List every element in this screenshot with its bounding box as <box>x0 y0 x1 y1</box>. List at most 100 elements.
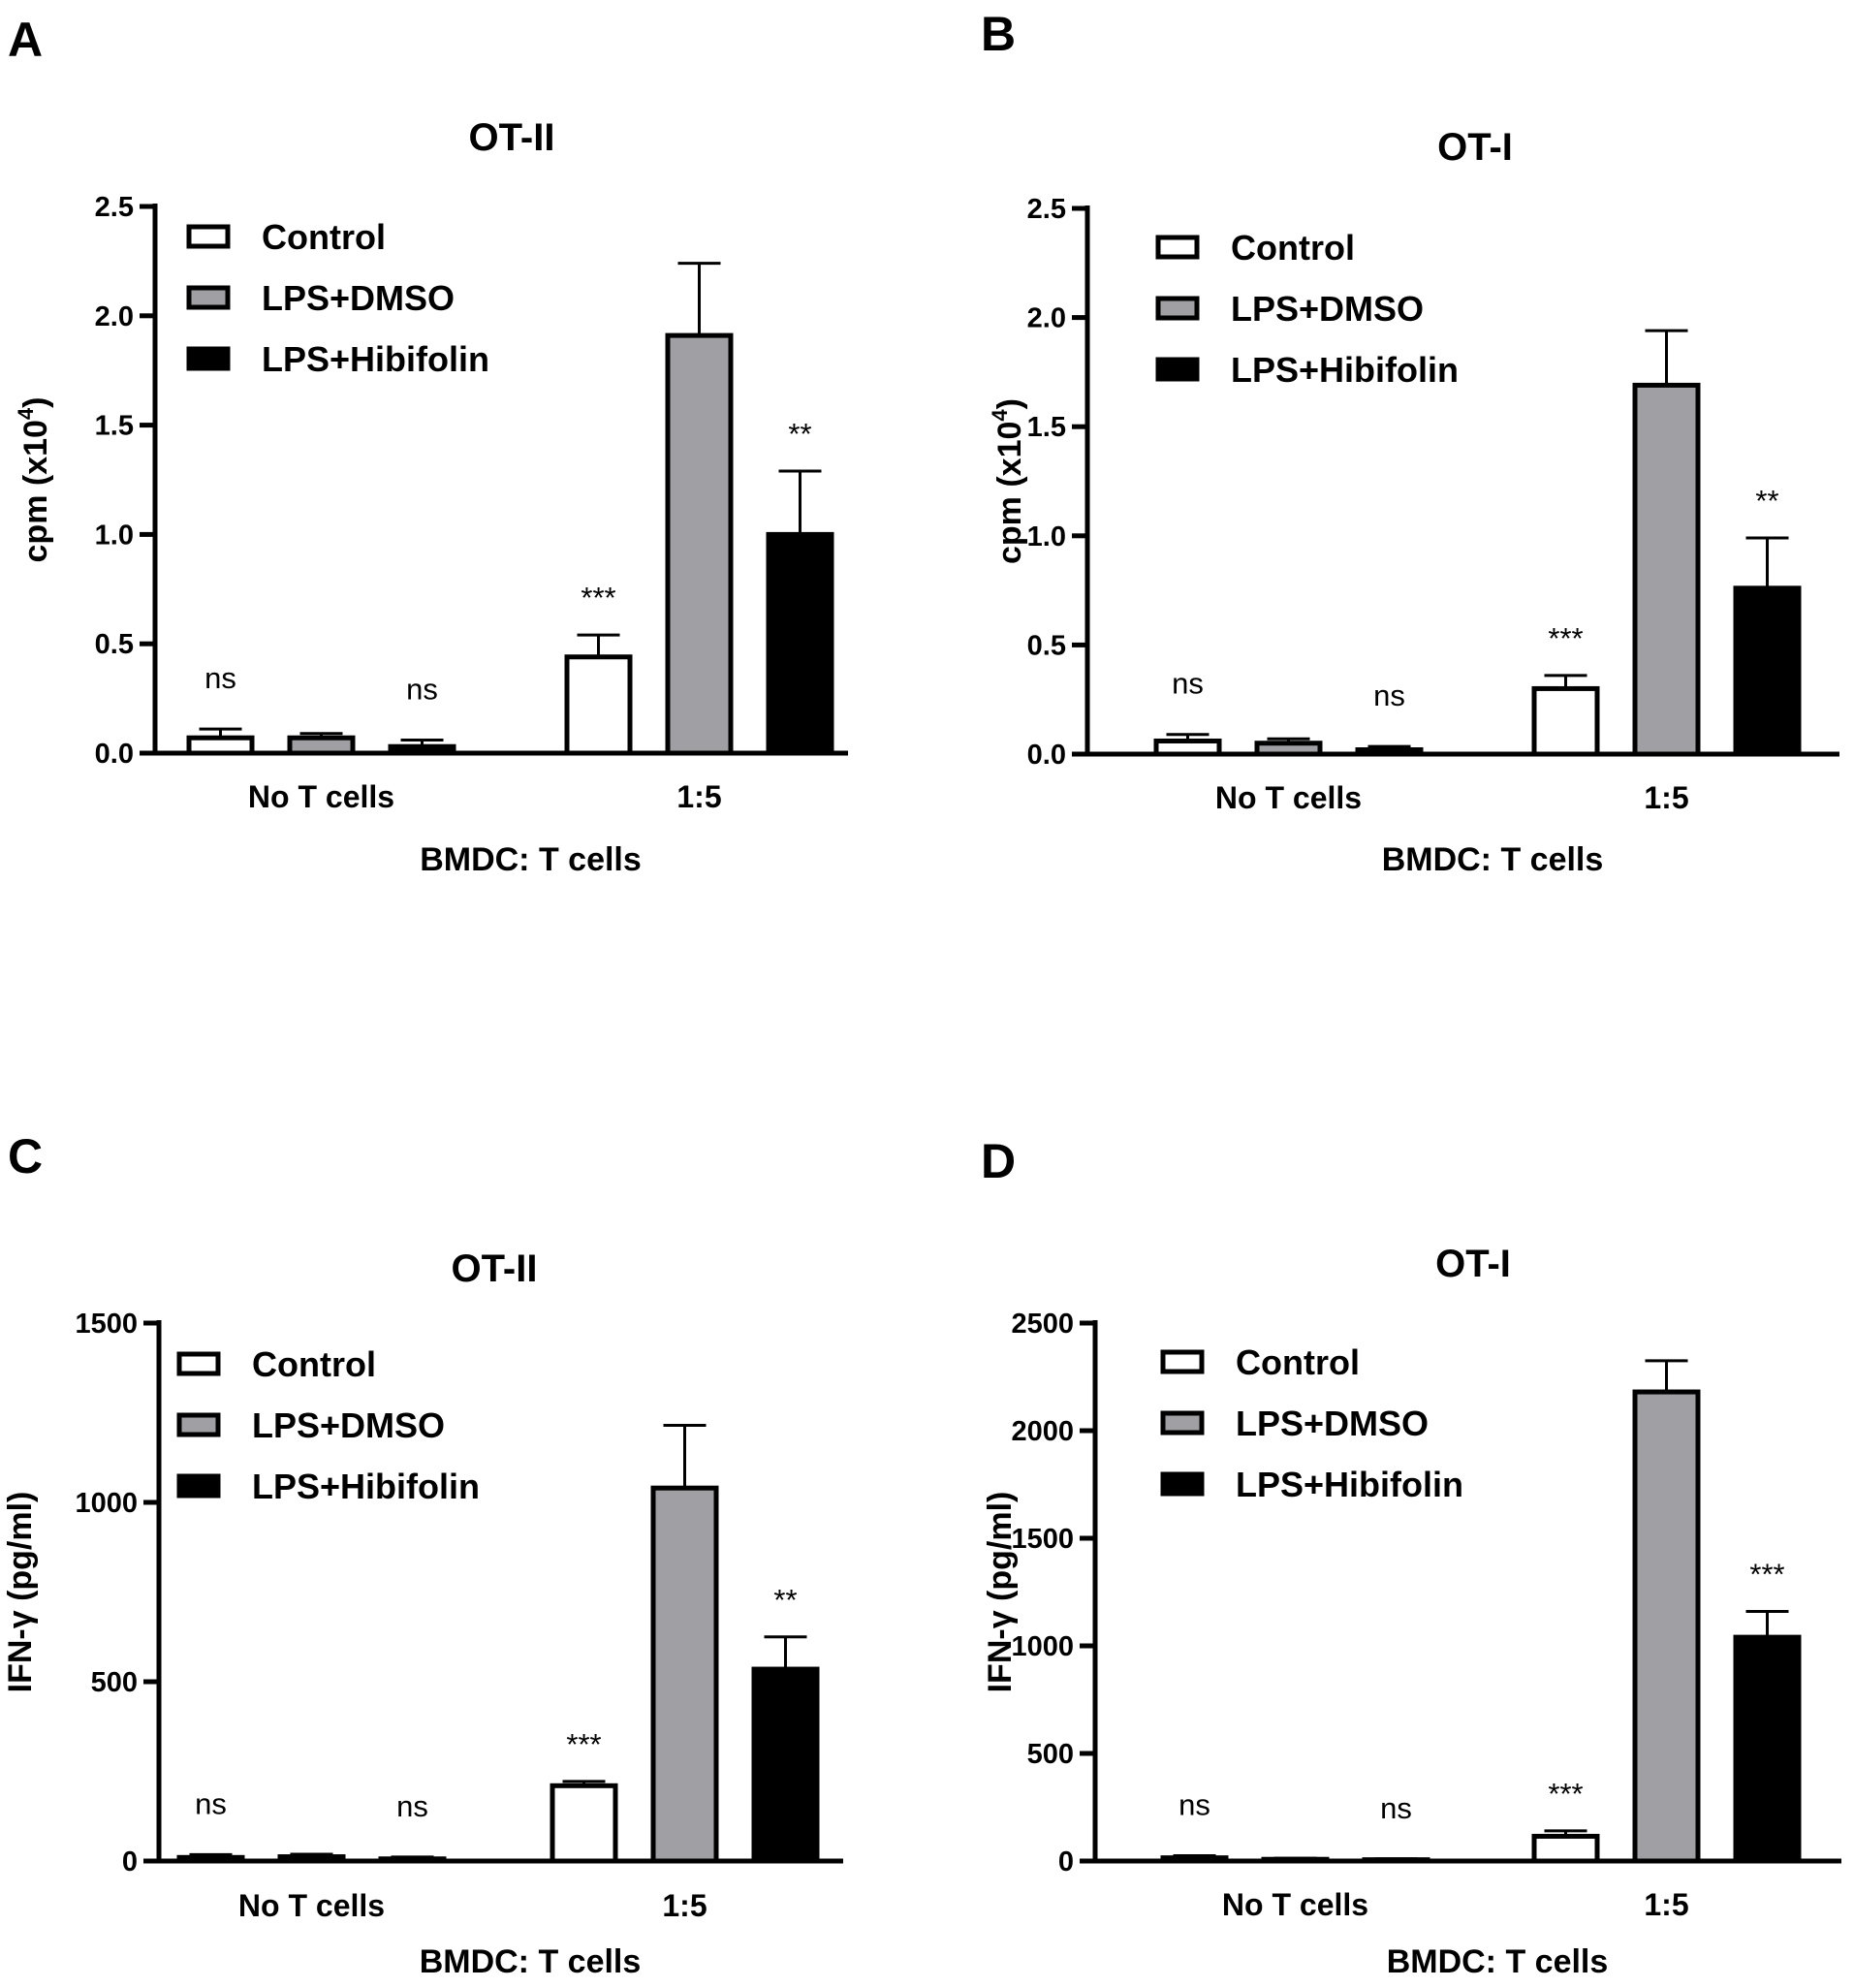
y-axis-label: cpm (x104) <box>988 398 1028 564</box>
legend-swatch <box>176 1412 221 1437</box>
category-label: 1:5 <box>1644 780 1688 815</box>
y-tick-label: 1500 <box>1011 1524 1074 1555</box>
y-tick-label: 0 <box>122 1846 138 1878</box>
bar-control <box>550 1783 618 1864</box>
y-tick-label: 2.5 <box>95 192 134 223</box>
y-tick-label: 500 <box>1027 1739 1074 1770</box>
category-label: 1:5 <box>676 779 721 814</box>
significance-ns: ns <box>1380 1791 1412 1825</box>
significance-ns: ns <box>396 1789 428 1823</box>
legend-swatch <box>1155 235 1200 260</box>
legend-swatch <box>1160 1471 1205 1497</box>
legend-swatch <box>176 1473 221 1499</box>
significance-stars: *** <box>581 581 615 615</box>
bar-lps-hibifolin <box>378 1856 447 1864</box>
bar-lps-hibifolin <box>388 743 456 756</box>
category-label: No T cells <box>248 779 394 814</box>
legend-swatch <box>1160 1349 1205 1374</box>
chart-panel-a: A OT-II 0.0 0.5 1.0 1.5 2.0 2.5 cpm (x104) BMDC: … <box>8 13 848 878</box>
y-tick-label: 0 <box>1058 1846 1074 1878</box>
bar-lps-hibifolin <box>1733 585 1802 757</box>
bar-control <box>564 654 633 756</box>
x-axis-label: BMDC: T cells <box>1387 1943 1609 1980</box>
bar-lps-dmso <box>665 332 734 756</box>
bar-control <box>1531 1833 1600 1864</box>
y-axis-label: cpm (x104) <box>14 397 54 563</box>
bar-control <box>1153 738 1222 757</box>
significance-stars: ** <box>773 1583 797 1617</box>
significance-ns: ns <box>204 661 236 695</box>
bar-control <box>186 735 255 756</box>
y-tick-label: 1.5 <box>95 411 134 442</box>
y-tick-label: 0.5 <box>95 629 134 660</box>
legend-label: LPS+Hibifolin <box>1231 350 1459 390</box>
bar-lps-dmso <box>650 1485 719 1864</box>
significance-stars: ** <box>788 417 811 451</box>
significance-stars: *** <box>566 1727 601 1761</box>
legend-label: LPS+DMSO <box>252 1405 445 1445</box>
panel-letter: C <box>8 1129 43 1183</box>
legend-label: Control <box>1231 228 1355 268</box>
category-label: No T cells <box>1222 1887 1368 1922</box>
legend-swatch <box>1155 296 1200 321</box>
legend-label: LPS+Hibifolin <box>262 339 489 379</box>
panel-letter: A <box>8 13 43 67</box>
bar-lps-dmso <box>1254 741 1323 757</box>
bar-lps-dmso <box>1632 1389 1701 1864</box>
chart-panel-d: D OT-I 0 500 1000 1500 2000 2500 IFN-γ (pg/ml) BM… <box>981 1134 1841 1980</box>
legend-swatch <box>176 1351 221 1376</box>
bar-lps-dmso <box>277 1854 346 1864</box>
significance-ns: ns <box>406 672 438 706</box>
y-tick-label: 1000 <box>75 1488 138 1519</box>
y-tick-label: 2000 <box>1011 1416 1074 1447</box>
chart-title: OT-I <box>1435 1243 1511 1285</box>
legend-label: LPS+Hibifolin <box>1236 1465 1463 1504</box>
chart-panel-b: B OT-I 0.0 0.5 1.0 1.5 2.0 2.5 cpm (x104) BMDC: T… <box>981 7 1839 878</box>
y-tick-label: 1.0 <box>1027 521 1066 552</box>
y-axis-label: IFN-γ (pg/ml) <box>982 1492 1019 1693</box>
legend-label: Control <box>252 1344 376 1384</box>
y-tick-label: 2.0 <box>95 301 134 332</box>
x-axis-label: BMDC: T cells <box>420 1943 642 1980</box>
y-tick-label: 1000 <box>1011 1631 1074 1662</box>
chart-title: OT-I <box>1437 126 1513 169</box>
x-axis-label: BMDC: T cells <box>1382 841 1604 878</box>
category-label: No T cells <box>238 1888 385 1923</box>
y-axis-label: IFN-γ (pg/ml) <box>2 1492 39 1693</box>
category-label: No T cells <box>1215 780 1362 815</box>
significance-ns: ns <box>1373 678 1405 712</box>
y-tick-label: 500 <box>91 1667 138 1698</box>
significance-stars: *** <box>1548 1777 1583 1811</box>
bar-lps-hibifolin <box>751 1666 820 1864</box>
chart-title: OT-II <box>469 116 555 159</box>
legend-swatch <box>186 346 231 371</box>
y-tick-label: 1500 <box>75 1309 138 1340</box>
legend-label: Control <box>262 217 386 257</box>
chart-panel-c: C OT-II 0 500 1000 1500 IFN-γ (pg/ml) BMDC: T c… <box>2 1129 843 1980</box>
y-tick-label: 0.0 <box>1027 740 1066 771</box>
bar-lps-hibifolin <box>1355 746 1424 757</box>
legend-label: LPS+DMSO <box>262 278 455 318</box>
bar-lps-hibifolin <box>1733 1634 1802 1864</box>
bar-control <box>1160 1855 1229 1864</box>
legend-label: Control <box>1236 1342 1360 1382</box>
significance-stars: *** <box>1548 621 1583 655</box>
y-tick-label: 1.0 <box>95 520 134 551</box>
legend-swatch <box>1155 357 1200 382</box>
significance-ns: ns <box>1178 1787 1210 1821</box>
y-tick-label: 1.5 <box>1027 412 1066 443</box>
y-tick-label: 2500 <box>1011 1309 1074 1340</box>
legend-label: LPS+DMSO <box>1231 289 1424 329</box>
significance-stars: *** <box>1749 1557 1784 1591</box>
significance-stars: ** <box>1755 484 1778 518</box>
significance-ns: ns <box>195 1786 227 1820</box>
bar-control <box>1531 685 1600 757</box>
significance-ns: ns <box>1172 667 1204 701</box>
legend-swatch <box>186 224 231 249</box>
chart-title: OT-II <box>452 1247 538 1290</box>
category-label: 1:5 <box>662 1888 707 1923</box>
legend-swatch <box>186 285 231 310</box>
panel-letter: B <box>981 7 1016 61</box>
legend-label: LPS+Hibifolin <box>252 1467 480 1506</box>
